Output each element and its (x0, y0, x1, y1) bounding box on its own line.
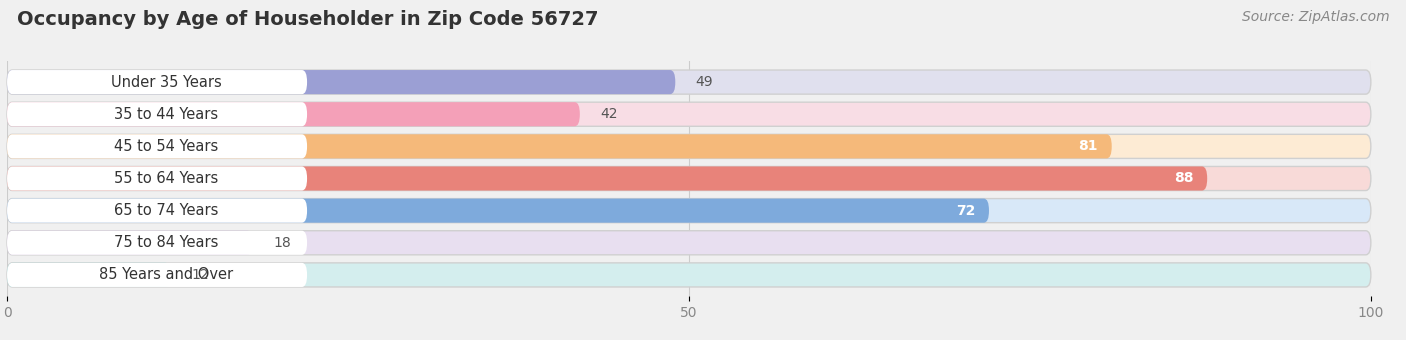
Text: Source: ZipAtlas.com: Source: ZipAtlas.com (1241, 10, 1389, 24)
FancyBboxPatch shape (7, 167, 1208, 190)
FancyBboxPatch shape (7, 167, 307, 190)
FancyBboxPatch shape (7, 231, 1371, 255)
FancyBboxPatch shape (7, 199, 988, 223)
FancyBboxPatch shape (7, 167, 1371, 190)
Text: 35 to 44 Years: 35 to 44 Years (114, 107, 218, 122)
FancyBboxPatch shape (7, 70, 1371, 94)
Text: Under 35 Years: Under 35 Years (111, 74, 221, 89)
FancyBboxPatch shape (7, 70, 675, 94)
Text: 88: 88 (1174, 171, 1194, 186)
Text: 85 Years and Over: 85 Years and Over (98, 268, 233, 283)
Text: 75 to 84 Years: 75 to 84 Years (114, 235, 218, 250)
FancyBboxPatch shape (7, 102, 579, 126)
Text: 18: 18 (273, 236, 291, 250)
FancyBboxPatch shape (7, 199, 307, 223)
FancyBboxPatch shape (7, 134, 307, 158)
FancyBboxPatch shape (7, 231, 307, 255)
FancyBboxPatch shape (7, 263, 1371, 287)
FancyBboxPatch shape (7, 102, 307, 126)
FancyBboxPatch shape (7, 102, 1371, 126)
Text: 72: 72 (956, 204, 976, 218)
Text: 45 to 54 Years: 45 to 54 Years (114, 139, 218, 154)
Text: Occupancy by Age of Householder in Zip Code 56727: Occupancy by Age of Householder in Zip C… (17, 10, 599, 29)
Text: 12: 12 (191, 268, 208, 282)
Text: 65 to 74 Years: 65 to 74 Years (114, 203, 218, 218)
FancyBboxPatch shape (7, 70, 307, 94)
Text: 81: 81 (1078, 139, 1098, 153)
FancyBboxPatch shape (7, 231, 253, 255)
FancyBboxPatch shape (7, 134, 1371, 158)
FancyBboxPatch shape (7, 263, 170, 287)
FancyBboxPatch shape (7, 134, 1112, 158)
FancyBboxPatch shape (7, 263, 307, 287)
Text: 42: 42 (600, 107, 617, 121)
Text: 49: 49 (696, 75, 713, 89)
Text: 55 to 64 Years: 55 to 64 Years (114, 171, 218, 186)
FancyBboxPatch shape (7, 199, 1371, 223)
